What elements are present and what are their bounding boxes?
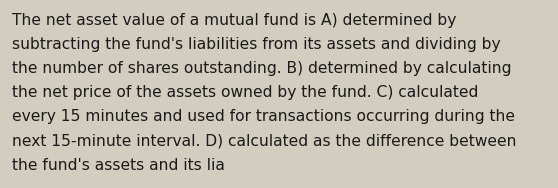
Text: every 15 minutes and used for transactions occurring during the: every 15 minutes and used for transactio… bbox=[12, 109, 515, 124]
Text: the fund's assets and its lia: the fund's assets and its lia bbox=[12, 158, 225, 173]
Text: the number of shares outstanding. B) determined by calculating: the number of shares outstanding. B) det… bbox=[12, 61, 512, 76]
Text: The net asset value of a mutual fund is A) determined by: The net asset value of a mutual fund is … bbox=[12, 13, 456, 28]
Text: next 15-minute interval. D) calculated as the difference between: next 15-minute interval. D) calculated a… bbox=[12, 133, 517, 149]
Text: subtracting the fund's liabilities from its assets and dividing by: subtracting the fund's liabilities from … bbox=[12, 37, 501, 52]
Text: the net price of the assets owned by the fund. C) calculated: the net price of the assets owned by the… bbox=[12, 85, 479, 100]
